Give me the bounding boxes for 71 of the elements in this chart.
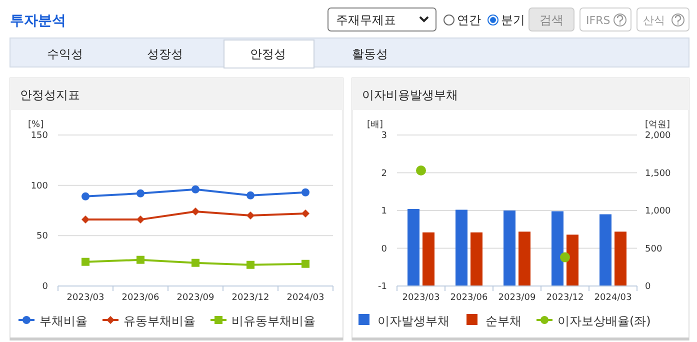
legend-label: 부채비율 xyxy=(40,314,88,328)
x-tick-label: 2023/09 xyxy=(498,293,536,303)
y-tick-label: 0 xyxy=(381,244,388,254)
y-tick-label: 150 xyxy=(30,131,48,141)
y-tick-label: 2 xyxy=(381,168,387,179)
y-tick-label: 0 xyxy=(42,282,48,292)
text: IFRS xyxy=(586,14,610,27)
point xyxy=(302,210,310,218)
legend-label: 유동부채비율 xyxy=(124,314,196,328)
y2-tick-label: 1,000 xyxy=(645,206,672,216)
bar xyxy=(504,210,516,286)
chart-title: 안정성지표 xyxy=(20,88,80,102)
text: 연간 xyxy=(457,13,481,27)
y-axis-title: [배] xyxy=(367,120,384,130)
point xyxy=(246,191,254,200)
y-tick-label: -1 xyxy=(378,282,387,292)
y-tick-label: 1 xyxy=(381,206,387,216)
point xyxy=(192,185,200,194)
point xyxy=(192,258,200,267)
y2-tick-label: 2,000 xyxy=(645,131,672,141)
point xyxy=(82,216,90,224)
text: 주재무제표 xyxy=(336,13,396,27)
text: 성장성 xyxy=(147,47,183,61)
y-tick-label: 100 xyxy=(30,181,48,192)
text: 산식 xyxy=(643,14,665,27)
y-tick-label: 50 xyxy=(36,232,48,242)
x-tick-label: 2024/03 xyxy=(286,293,324,303)
text: 안정성 xyxy=(250,47,286,61)
point xyxy=(246,260,254,269)
x-tick-label: 2024/03 xyxy=(594,293,632,303)
bar xyxy=(456,210,468,286)
legend-label: 이자발생부채 xyxy=(378,314,450,328)
text: 분기 xyxy=(501,13,525,27)
legend-label: 비유동부채비율 xyxy=(232,314,316,328)
text: 활동성 xyxy=(352,47,388,61)
point xyxy=(136,256,144,264)
y2-axis-title: [억원] xyxy=(645,120,670,130)
bar xyxy=(566,234,578,286)
bar xyxy=(600,214,612,286)
text: 수익성 xyxy=(47,47,83,61)
y2-tick-label: 0 xyxy=(645,282,651,292)
bar xyxy=(470,232,482,286)
x-tick-label: 2023/09 xyxy=(176,293,214,303)
bar xyxy=(422,232,434,286)
x-tick-label: 2023/06 xyxy=(450,293,488,303)
bar xyxy=(614,232,626,286)
x-tick-label: 2023/06 xyxy=(122,293,160,303)
y2-tick-label: 1,500 xyxy=(645,168,672,179)
x-tick-label: 2023/12 xyxy=(546,293,584,303)
point xyxy=(82,258,90,266)
chart-title: 이자비용발생부채 xyxy=(362,88,458,102)
point xyxy=(136,189,144,198)
point xyxy=(192,208,200,216)
x-tick-label: 2023/12 xyxy=(232,293,270,303)
text: 투자분석 xyxy=(10,13,66,29)
y-tick-label: 3 xyxy=(381,131,387,141)
legend-label: 순부채 xyxy=(486,314,522,328)
x-tick-label: 2023/03 xyxy=(402,293,440,303)
text: 검색 xyxy=(540,13,564,27)
bar xyxy=(552,211,564,286)
bar xyxy=(518,232,530,286)
point xyxy=(136,216,144,224)
y-axis-title: [%] xyxy=(28,120,44,130)
point xyxy=(302,260,310,268)
bar xyxy=(408,208,420,286)
point xyxy=(82,192,90,200)
x-tick-label: 2023/03 xyxy=(66,293,104,303)
point xyxy=(246,212,254,220)
legend-label: 이자보상배율(좌) xyxy=(558,314,651,328)
point xyxy=(302,188,310,196)
y2-tick-label: 500 xyxy=(645,244,662,254)
